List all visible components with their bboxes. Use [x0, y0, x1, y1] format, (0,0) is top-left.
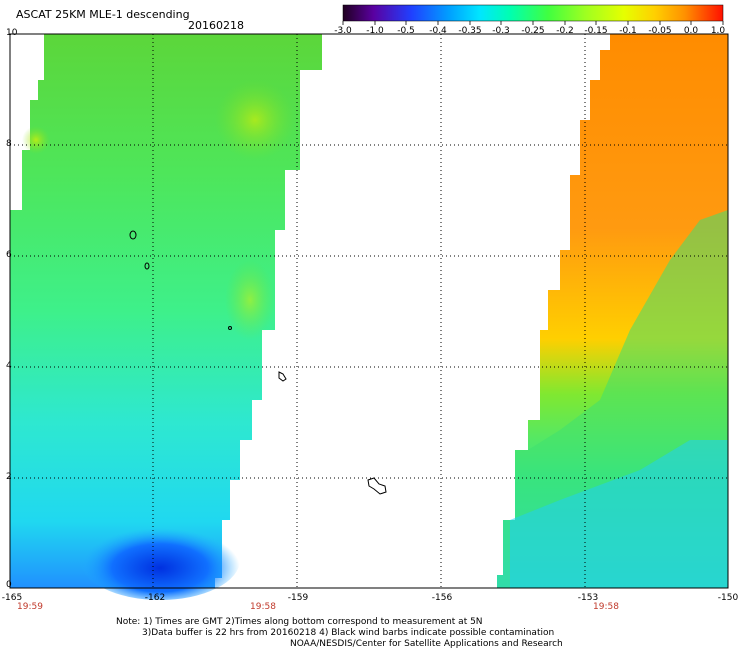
- plot-frame: [9, 33, 729, 589]
- x-tick-label: -165: [1, 593, 23, 603]
- left-yellow-patch-3: [22, 126, 50, 154]
- y-tick-label: 10: [6, 28, 18, 38]
- right-cyan-region: [510, 440, 728, 588]
- colorbar-label: -0.15: [584, 26, 608, 36]
- colorbar-label: -0.4: [429, 26, 447, 36]
- grid: [10, 34, 728, 588]
- island-outline: [144, 262, 150, 270]
- y-tick-label: 6: [6, 250, 12, 260]
- colorbar-label: 0.0: [683, 26, 699, 36]
- island-outline: [278, 371, 287, 382]
- island-outline: [228, 326, 232, 330]
- y-tick-label: 2: [6, 472, 12, 482]
- colorbar: [342, 4, 724, 22]
- colorbar-label: -0.35: [458, 26, 482, 36]
- y-tick-label: 4: [6, 361, 12, 371]
- x-tick-label: -150: [717, 593, 739, 603]
- date-title: 20160218: [188, 19, 244, 32]
- left-blue-patch: [80, 520, 240, 600]
- colorbar-label: 1.0: [710, 26, 726, 36]
- colorbar-label: -0.1: [619, 26, 637, 36]
- colorbar-label: -0.05: [648, 26, 672, 36]
- note-line: Note: 1) Times are GMT 2)Times along bot…: [116, 617, 483, 627]
- y-tick-label: 8: [6, 139, 12, 149]
- note-line: 3)Data buffer is 22 hrs from 20160218 4)…: [142, 628, 555, 638]
- colorbar-ticks: [342, 21, 724, 25]
- colorbar-label: -3.0: [334, 26, 352, 36]
- island-outline: [129, 230, 137, 240]
- time-label: 19:58: [250, 602, 276, 612]
- x-tick-label: -156: [431, 593, 453, 603]
- y-tick-label: 0: [6, 580, 12, 590]
- time-label: 19:58: [593, 602, 619, 612]
- colorbar-label: -1.0: [366, 26, 384, 36]
- colorbar-label: -0.3: [492, 26, 510, 36]
- colorbar-label: -0.5: [397, 26, 415, 36]
- left-yellow-patch-2: [225, 260, 275, 340]
- x-tick-label: -159: [287, 593, 309, 603]
- product-title: ASCAT 25KM MLE-1 descending: [16, 8, 190, 21]
- left-data-swath: [10, 34, 322, 588]
- colorbar-label: -0.2: [556, 26, 574, 36]
- time-label: 19:59: [17, 602, 43, 612]
- island-outline: [367, 477, 387, 495]
- left-yellow-patch-1: [215, 80, 295, 160]
- x-tick-label: -162: [144, 593, 166, 603]
- colorbar-label: -0.25: [521, 26, 545, 36]
- note-line: NOAA/NESDIS/Center for Satellite Applica…: [290, 639, 563, 649]
- x-tick-label: -153: [577, 593, 599, 603]
